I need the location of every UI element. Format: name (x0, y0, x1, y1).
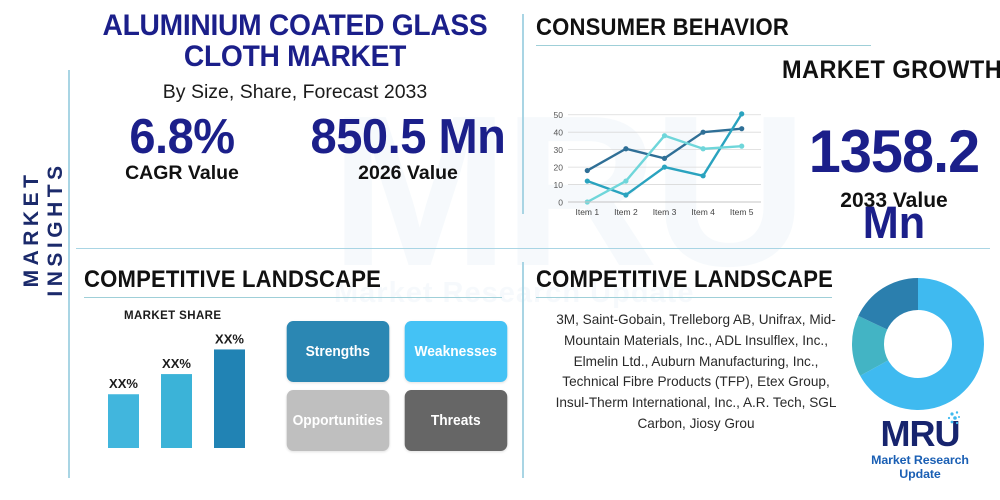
donut-slices (852, 278, 984, 410)
divider-vertical-mid (522, 14, 524, 214)
market-growth-heading: MARKET GROWTH (782, 56, 1000, 84)
page-subtitle: By Size, Share, Forecast 2033 (162, 81, 428, 104)
logo-mark-text: MRU (880, 413, 961, 454)
side-label: MARKET INSIGHTS (20, 161, 67, 297)
header-block: ALUMINIUM COATED GLASS CLOTH MARKET By S… (72, 10, 518, 185)
svg-text:10: 10 (554, 180, 564, 190)
competitive-landscape-left-block: COMPETITIVE LANDSCAPE MARKET SHARE XX% XX… (84, 266, 514, 451)
kpi-2026-value: 850.5 Mn (310, 110, 506, 165)
brand-logo: MRU Market Research Update (850, 411, 990, 481)
svg-text:XX%: XX% (215, 331, 244, 346)
swot-weaknesses[interactable]: Weaknesses (404, 321, 507, 382)
bar-chart-data-labels: XX% XX% XX% (109, 331, 244, 391)
cl-right-heading: COMPETITIVE LANDSCAPE (536, 266, 834, 293)
svg-text:30: 30 (554, 145, 564, 155)
bar-chart-bars (108, 349, 245, 448)
logo-dots-icon (948, 411, 961, 425)
cl-right-heading-wrap: COMPETITIVE LANDSCAPE (536, 266, 834, 299)
svg-text:50: 50 (554, 110, 564, 120)
market-share-donut-chart (848, 274, 988, 414)
cl-left-heading-wrap: COMPETITIVE LANDSCAPE (84, 266, 502, 299)
market-growth-unit: Mn (862, 197, 926, 248)
svg-text:Item 4: Item 4 (691, 207, 715, 217)
svg-text:Item 5: Item 5 (730, 207, 754, 217)
kpi-cagr-value: 6.8% (129, 110, 235, 165)
svg-text:20: 20 (554, 162, 564, 172)
svg-text:Item 1: Item 1 (575, 207, 599, 217)
kpi-cagr: 6.8% CAGR Value (72, 110, 292, 184)
swot-strengths[interactable]: Strengths (286, 321, 389, 382)
svg-text:Item 3: Item 3 (653, 207, 677, 217)
market-share-title: MARKET SHARE (124, 310, 222, 322)
svg-text:XX%: XX% (162, 356, 191, 371)
svg-text:Item 2: Item 2 (614, 207, 638, 217)
kpi-2026: 850.5 Mn 2026 Value (298, 110, 518, 184)
heading-rule (536, 45, 871, 47)
divider-horizontal (76, 248, 990, 250)
line-chart-x-tick-labels: Item 1 Item 2 Item 3 Item 4 Item 5 (568, 201, 761, 217)
swot-threats[interactable]: Threats (404, 390, 507, 451)
market-growth-label: 2033 Value (840, 189, 948, 212)
donut-chart-svg (852, 278, 984, 410)
line-chart-y-tick-labels: 0 10 20 30 40 50 (554, 110, 564, 207)
svg-text:0: 0 (558, 197, 563, 207)
cl-left-heading: COMPETITIVE LANDSCAPE (84, 266, 382, 293)
heading-rule (84, 297, 502, 299)
kpi-2026-label: 2026 Value (358, 161, 458, 184)
consumer-behavior-heading-wrap: CONSUMER BEHAVIOR (536, 14, 871, 47)
logo-mark: MRU (880, 411, 961, 454)
divider-vertical-mid-2 (522, 262, 524, 478)
competitive-landscape-right-block: COMPETITIVE LANDSCAPE 3M, Saint-Gobain, … (536, 266, 996, 481)
bar-chart-svg: XX% XX% XX% (108, 331, 245, 448)
consumer-behavior-line-chart: 0 10 20 30 40 50 Item 1 Item 2 Item 3 Item 4 Item… (542, 98, 767, 226)
swot-opportunities[interactable]: Opportunities (286, 390, 389, 451)
divider-vertical-left (68, 70, 70, 478)
kpi-row: 6.8% CAGR Value 850.5 Mn 2026 Value (72, 110, 518, 184)
swot-grid: Strengths Weaknesses Opportunities Threa… (284, 321, 509, 451)
market-growth-value: 1358.2 (808, 118, 980, 185)
svg-text:XX%: XX% (109, 376, 138, 391)
kpi-cagr-label: CAGR Value (125, 161, 239, 184)
market-share-bar-chart: XX% XX% XX% (90, 314, 290, 454)
heading-rule (536, 297, 832, 299)
company-list: 3M, Saint-Gobain, Trelleborg AB, Unifrax… (555, 312, 837, 431)
page-title: ALUMINIUM COATED GLASS CLOTH MARKET (102, 9, 488, 74)
line-chart-series (584, 111, 745, 205)
consumer-behavior-block: CONSUMER BEHAVIOR MARKET GROWTH 1358.2 2… (536, 14, 1000, 245)
consumer-behavior-heading: CONSUMER BEHAVIOR (536, 14, 789, 41)
svg-text:40: 40 (554, 127, 564, 137)
logo-tagline: Market Research Update (871, 453, 969, 481)
